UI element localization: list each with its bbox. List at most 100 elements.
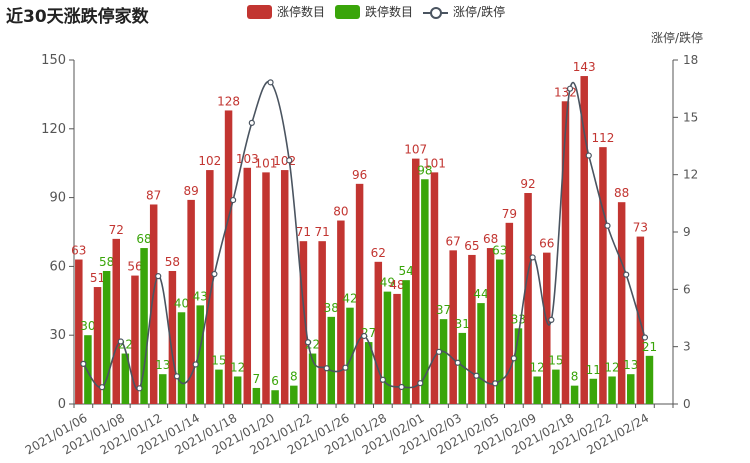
- bar-down-label: 44: [473, 287, 488, 301]
- chart-title: 近30天涨跌停家数: [6, 7, 149, 27]
- bar-up: [75, 259, 83, 404]
- legend-label-ratio: 涨停/跌停: [453, 5, 506, 19]
- ratio-point: [510, 355, 517, 362]
- ratio-point: [585, 152, 592, 159]
- y-tick-right-label: 15: [683, 110, 698, 124]
- legend-swatch-up: [247, 4, 272, 19]
- bar-up-label: 71: [296, 225, 311, 239]
- legend-item-up[interactable]: 涨停数目: [247, 3, 325, 20]
- ratio-point: [155, 273, 162, 280]
- bar-down: [608, 376, 616, 404]
- bar-up-label: 48: [389, 278, 404, 292]
- bar-up-label: 96: [352, 168, 367, 182]
- bar-down: [177, 312, 186, 404]
- bar-down: [439, 319, 448, 404]
- bar-up: [206, 170, 214, 404]
- bar-down-label: 15: [211, 354, 226, 368]
- ratio-point: [267, 79, 274, 86]
- bar-down-label: 33: [511, 312, 526, 326]
- bar-down-label: 12: [530, 360, 545, 374]
- bar-up-label: 89: [183, 184, 198, 198]
- bar-down: [252, 387, 261, 404]
- bar-down-label: 13: [155, 358, 170, 372]
- ratio-point: [473, 372, 480, 379]
- ratio-point: [304, 339, 312, 346]
- ratio-point: [417, 380, 424, 387]
- bar-down: [552, 369, 560, 404]
- bar-down-label: 8: [290, 370, 298, 384]
- bar-up: [93, 287, 102, 404]
- bar-down: [458, 332, 467, 404]
- bar-down: [645, 355, 654, 404]
- bar-down-label: 15: [548, 354, 563, 368]
- bar-up: [112, 238, 120, 404]
- y-tick-right-label: 18: [683, 53, 698, 67]
- ratio-point: [398, 383, 405, 391]
- bar-down: [84, 335, 92, 404]
- bar-down: [215, 369, 223, 404]
- bar-down: [327, 316, 336, 404]
- ratio-point: [566, 85, 574, 92]
- bar-down: [495, 259, 504, 404]
- bar-up-label: 58: [165, 255, 180, 269]
- bar-up: [131, 275, 139, 404]
- ratio-point: [548, 316, 555, 324]
- bar-up-label: 71: [315, 225, 330, 239]
- bar-up-label: 56: [127, 260, 142, 274]
- bar-up: [374, 261, 383, 404]
- legend-label-down: 跌停数目: [365, 5, 414, 19]
- bar-down: [233, 376, 242, 404]
- bar-up-label: 68: [483, 232, 498, 246]
- bar-down: [627, 374, 635, 404]
- bar-up: [262, 172, 270, 404]
- ratio-point: [492, 380, 499, 387]
- bar-down-label: 49: [380, 276, 395, 290]
- bar-down: [271, 390, 279, 404]
- y-tick-left-label: 30: [49, 328, 66, 343]
- legend-item-down[interactable]: 跌停数目: [335, 3, 413, 20]
- bar-down: [121, 353, 130, 404]
- ratio-point: [641, 334, 649, 341]
- bar-up-label: 62: [371, 246, 386, 260]
- y-tick-right-label: 9: [683, 225, 691, 239]
- ratio-point: [342, 364, 349, 371]
- legend-item-ratio[interactable]: 涨停/跌停: [423, 3, 505, 20]
- bar-up: [430, 172, 439, 404]
- ratio-line: [82, 80, 646, 391]
- bar-down-label: 42: [342, 292, 357, 306]
- bar-up-label: 87: [146, 188, 161, 202]
- bar-down: [402, 280, 410, 404]
- bar-up-label: 63: [71, 244, 86, 258]
- bar-up-label: 88: [614, 186, 629, 200]
- ratio-point: [136, 385, 143, 392]
- ratio-point: [361, 332, 368, 340]
- bar-down: [533, 376, 541, 404]
- bar-down-label: 54: [398, 264, 413, 278]
- bar-down: [570, 385, 579, 404]
- bar-up: [355, 183, 364, 404]
- bar-up: [411, 158, 420, 404]
- bar-up: [168, 270, 177, 404]
- bar-down: [102, 270, 111, 404]
- bar-down-label: 37: [436, 303, 451, 317]
- y-tick-left-label: 0: [58, 397, 66, 412]
- bar-up: [580, 76, 588, 404]
- bar-up-label: 79: [502, 207, 517, 221]
- ratio-point: [117, 338, 124, 345]
- right-axis-name: 涨停/跌停: [651, 30, 703, 45]
- bar-up-label: 66: [539, 237, 554, 251]
- bar-up-label: 102: [198, 154, 221, 168]
- bar-down: [308, 353, 317, 404]
- ratio-point: [230, 196, 237, 204]
- bar-up-label: 73: [633, 221, 648, 235]
- legend: 涨停数目 跌停数目 涨停/跌停: [247, 3, 505, 20]
- ratio-point: [604, 222, 611, 229]
- legend-label-up: 涨停数目: [277, 5, 326, 19]
- bar-up: [599, 147, 607, 404]
- bar-down-label: 40: [174, 296, 189, 310]
- bar-up-label: 80: [333, 205, 348, 219]
- bar-up: [468, 254, 476, 404]
- bar-down: [421, 179, 429, 404]
- bar-down-label: 13: [623, 358, 638, 372]
- bar-up: [299, 241, 308, 404]
